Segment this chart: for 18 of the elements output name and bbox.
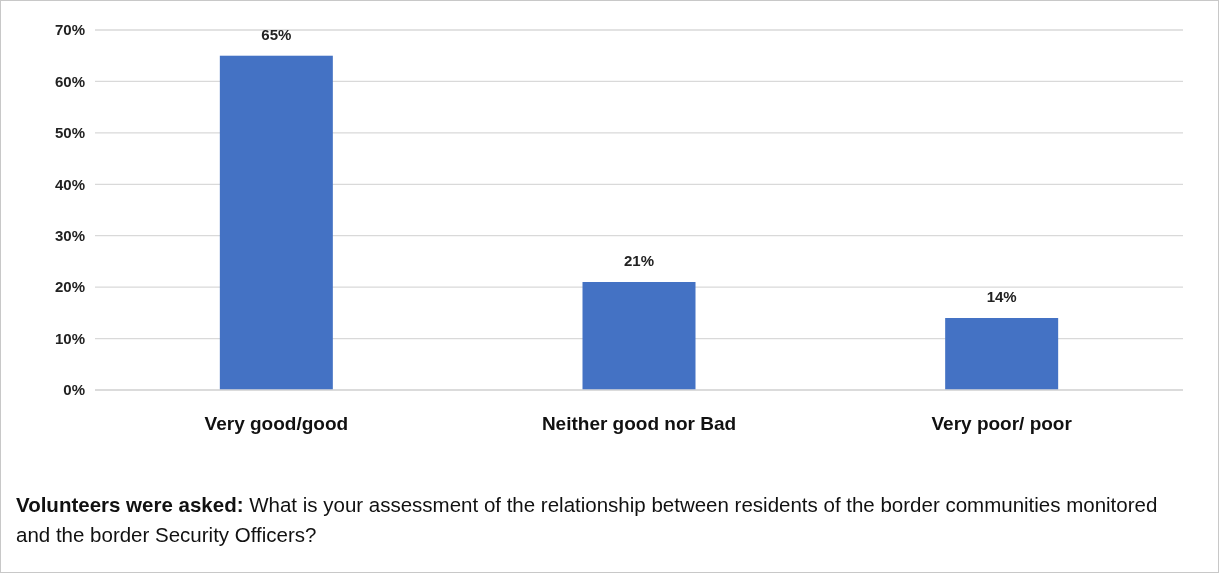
- y-tick-label: 0%: [63, 381, 85, 399]
- bar: [219, 55, 333, 390]
- bar: [945, 318, 1059, 390]
- x-tick-label: Very poor/ poor: [931, 413, 1073, 434]
- data-label: 65%: [261, 25, 292, 43]
- y-tick-label: 10%: [54, 329, 85, 347]
- text: Volunteers were asked: What is your assessment of the relationship between residents of the border communities monitored and the border Security Officers?: [16, 492, 1159, 548]
- y-tick-label: 50%: [54, 124, 85, 142]
- x-tick-label: Very good/good: [204, 413, 349, 434]
- data-label: 14%: [986, 288, 1017, 305]
- data-label: 21%: [623, 252, 655, 269]
- y-tick-label: 20%: [54, 278, 85, 296]
- x-tick-label: Neither good nor Bad: [541, 413, 737, 434]
- y-tick-label: 60%: [54, 72, 85, 90]
- bar: [582, 282, 696, 390]
- y-tick-label: 30%: [54, 226, 85, 244]
- y-tick-label: 70%: [54, 21, 85, 39]
- y-tick-label: 40%: [54, 175, 85, 193]
